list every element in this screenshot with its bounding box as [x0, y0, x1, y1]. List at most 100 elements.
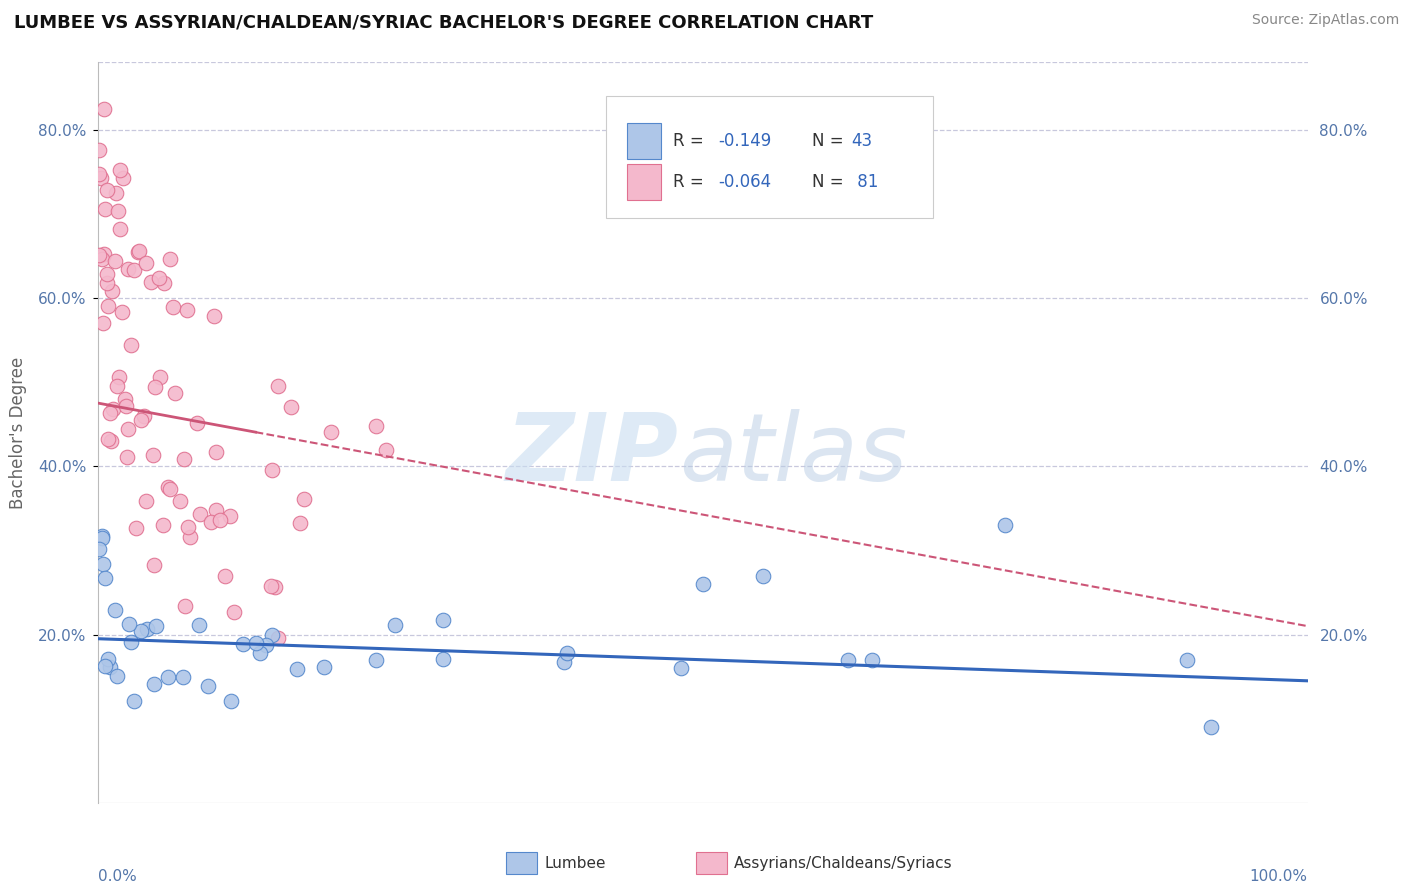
FancyBboxPatch shape [606, 95, 932, 218]
Point [98, 660, 121, 674]
Point [205, 502, 228, 516]
Point [176, 303, 198, 318]
Point [101, 402, 124, 417]
Point [153, 277, 176, 291]
Point [93, 202, 115, 217]
Point [364, 419, 387, 434]
Point [173, 451, 195, 466]
Point [108, 370, 131, 384]
Point [208, 513, 231, 527]
Point [112, 170, 135, 185]
Point [384, 618, 406, 632]
Text: N =: N = [811, 132, 849, 150]
Point [197, 679, 219, 693]
Point [222, 605, 245, 619]
Point [117, 422, 139, 436]
Point [93, 102, 115, 116]
Point [173, 599, 195, 613]
Point [135, 494, 157, 508]
Point [128, 244, 150, 258]
Point [555, 646, 578, 660]
Bar [627, 164, 661, 200]
Bar [627, 123, 661, 159]
Point [105, 668, 128, 682]
Point [97, 432, 120, 446]
Point [159, 252, 181, 267]
Point [117, 450, 139, 465]
Point [108, 163, 131, 178]
Point [98, 406, 121, 420]
Point [259, 579, 281, 593]
Point [319, 425, 342, 440]
Point [266, 631, 288, 645]
Point [125, 521, 148, 535]
Point [131, 624, 153, 638]
Point [152, 517, 174, 532]
Point [93, 558, 115, 572]
Point [169, 494, 191, 508]
Point [100, 284, 122, 298]
Point [837, 653, 859, 667]
Point [120, 338, 142, 352]
Point [96, 277, 118, 291]
Point [752, 568, 775, 582]
Text: LUMBEE VS ASSYRIAN/CHALDEAN/SYRIAC BACHELOR'S DEGREE CORRELATION CHART: LUMBEE VS ASSYRIAN/CHALDEAN/SYRIAC BACHE… [14, 13, 873, 31]
Point [89, 248, 111, 262]
Point [245, 636, 267, 650]
Point [214, 569, 236, 583]
Point [186, 416, 208, 430]
Point [374, 443, 396, 458]
Point [553, 655, 575, 669]
Point [692, 577, 714, 591]
Point [177, 519, 200, 533]
Text: atlas: atlas [679, 409, 907, 500]
Text: -0.064: -0.064 [718, 173, 772, 191]
Point [105, 378, 128, 392]
Point [142, 558, 165, 572]
Point [264, 580, 287, 594]
Point [165, 386, 187, 401]
Point [131, 413, 153, 427]
Point [94, 658, 117, 673]
Text: -0.149: -0.149 [718, 132, 772, 150]
Point [312, 660, 335, 674]
Point [114, 392, 136, 407]
Point [280, 400, 302, 414]
Point [432, 613, 454, 627]
Point [860, 653, 883, 667]
Point [91, 252, 114, 266]
Point [120, 635, 142, 649]
Text: R =: R = [673, 132, 709, 150]
Point [115, 399, 138, 413]
Point [96, 183, 118, 197]
Point [172, 670, 194, 684]
Point [142, 677, 165, 691]
Point [143, 380, 166, 394]
Point [267, 379, 290, 393]
Point [148, 369, 170, 384]
Text: ZIP: ZIP [506, 409, 679, 500]
Point [87, 542, 110, 557]
Point [204, 445, 226, 459]
Point [139, 275, 162, 289]
Text: Source: ZipAtlas.com: Source: ZipAtlas.com [1251, 13, 1399, 28]
Point [994, 518, 1017, 533]
Point [107, 204, 129, 219]
Point [221, 694, 243, 708]
Point [87, 167, 110, 181]
Point [117, 261, 139, 276]
Point [1199, 720, 1222, 734]
Point [122, 263, 145, 277]
Point [249, 646, 271, 660]
Point [288, 516, 311, 531]
Text: Lumbee: Lumbee [544, 856, 606, 871]
Point [256, 638, 278, 652]
Point [142, 448, 165, 462]
Point [262, 463, 284, 477]
Point [179, 530, 201, 544]
Point [202, 310, 225, 324]
Point [111, 305, 134, 319]
Point [90, 170, 112, 185]
Point [1175, 653, 1198, 667]
Point [188, 617, 211, 632]
